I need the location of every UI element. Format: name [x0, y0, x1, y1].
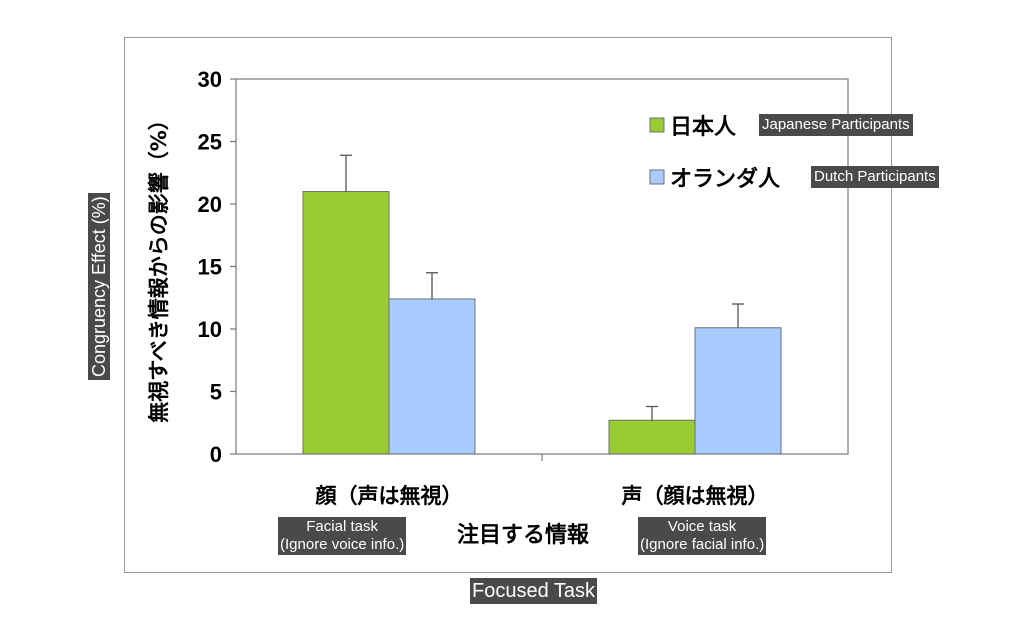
y-axis-translation: Congruency Effect (%): [88, 193, 110, 380]
chart-frame: [124, 37, 892, 573]
voice-task-translation: Voice task (Ignore facial info.): [638, 517, 767, 555]
bar: [302, 191, 390, 455]
bar: [694, 327, 782, 455]
y-axis-title: 無視すべき情報からの影響（%）: [147, 109, 171, 423]
y-tick-label: 0: [210, 442, 222, 467]
bars: [302, 191, 782, 455]
legend-label: オランダ人: [670, 166, 780, 192]
x-axis-title: 注目する情報: [457, 522, 590, 548]
x-tick-label: 声（顔は無視）: [621, 484, 769, 508]
error-bars: [340, 154, 744, 421]
task-translation-line: Facial task: [306, 518, 378, 535]
task-translation-line: (Ignore facial info.): [640, 536, 765, 553]
legend-swatch: [649, 117, 665, 133]
y-tick-label: 5: [210, 380, 222, 405]
bar: [608, 419, 696, 455]
legend-translation-japanese: Japanese Participants: [759, 114, 913, 136]
y-tick-label: 30: [198, 67, 222, 92]
legend-swatch: [649, 169, 665, 185]
y-tick-label: 15: [198, 255, 222, 280]
task-translation-line: Voice task: [667, 518, 737, 535]
facial-task-translation: Facial task (Ignore voice info.): [278, 517, 407, 555]
y-tick-label: 10: [198, 317, 222, 342]
bar: [388, 298, 476, 455]
y-tick-label: 20: [198, 192, 222, 217]
x-axis-translation: Focused Task: [470, 578, 598, 604]
y-tick-label: 25: [198, 130, 222, 155]
axes: 0 5 10 15 20 25 30 顔（声は無視） 声（顔は無視）: [198, 67, 849, 508]
legend-label: 日本人: [670, 115, 736, 140]
x-tick-label: 顔（声は無視）: [315, 484, 463, 508]
legend-translation-dutch: Dutch Participants: [811, 166, 939, 188]
task-translation-line: (Ignore voice info.): [280, 536, 405, 553]
